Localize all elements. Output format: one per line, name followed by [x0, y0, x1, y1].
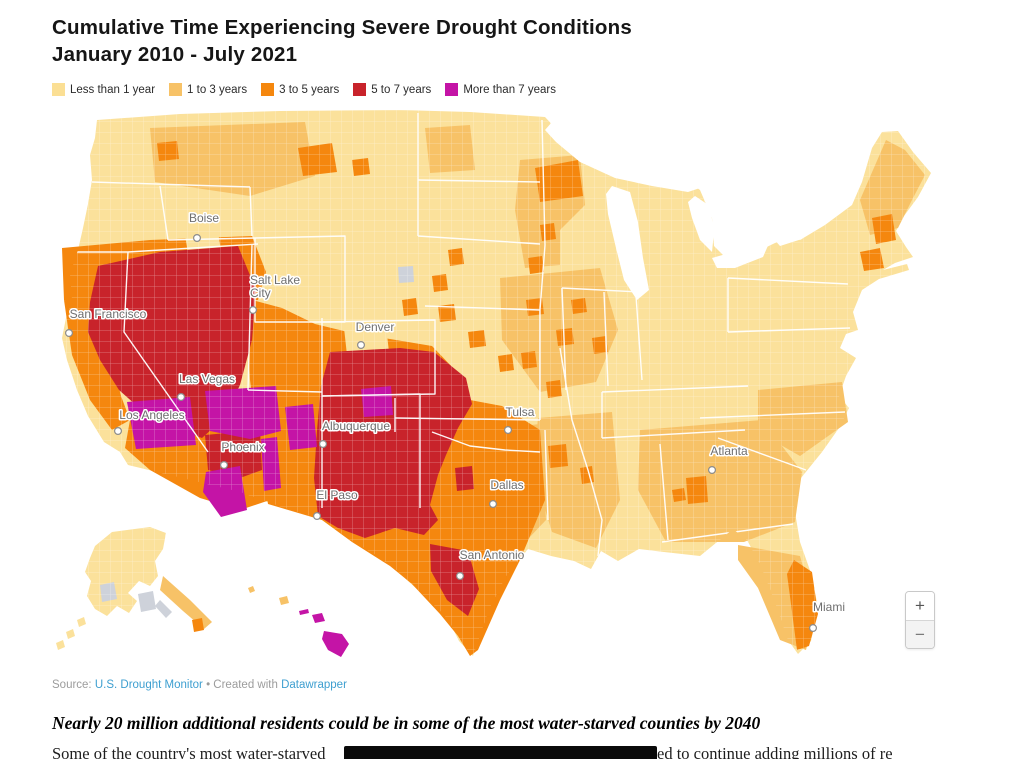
city-dot: [193, 234, 202, 243]
city-label: Tulsa: [506, 405, 535, 419]
source-prefix: Source:: [52, 679, 92, 691]
city-dot: [220, 461, 229, 470]
city-dot: [177, 393, 186, 402]
drought-region-y13: [279, 596, 289, 605]
drought-region-y7: [322, 631, 349, 657]
city-dot: [489, 500, 498, 509]
title-line-2: January 2010 - July 2021: [52, 43, 298, 66]
city-dot: [319, 440, 328, 449]
zoom-out-button[interactable]: −: [906, 620, 934, 648]
drought-region-y7: [299, 609, 309, 615]
zoom-in-button[interactable]: +: [906, 592, 934, 620]
city-label: Dallas: [490, 478, 523, 492]
map-zoom-controls: + −: [905, 591, 935, 649]
state-borders: [76, 113, 851, 557]
great-lake: [606, 186, 649, 300]
drought-region-y13: [160, 576, 212, 629]
city-marker: Boise: [187, 210, 221, 243]
legend-item: 1 to 3 years: [169, 83, 247, 96]
drought-region-nd: [155, 600, 172, 618]
source-link[interactable]: U.S. Drought Monitor: [94, 679, 203, 691]
legend-swatch: [169, 83, 183, 96]
legend-label: 1 to 3 years: [187, 83, 248, 96]
city-marker: San Francisco: [64, 306, 148, 338]
city-marker: Las Vegas: [177, 371, 237, 402]
legend-label: 3 to 5 years: [279, 83, 340, 96]
city-dot: [313, 511, 322, 520]
article-headline: Nearly 20 million additional residents c…: [52, 713, 761, 733]
legend-label: Less than 1 year: [70, 83, 156, 96]
city-dot: [456, 571, 465, 580]
city-marker: Dallas: [489, 477, 525, 509]
legend-item: Less than 1 year: [52, 83, 155, 96]
city-label: Boise: [189, 211, 219, 225]
legend-item: More than 7 years: [445, 83, 556, 96]
city-label: Albuquerque: [322, 419, 390, 433]
city-marker: Denver: [354, 319, 396, 350]
drought-region-y13: [248, 586, 255, 593]
great-lake: [688, 196, 714, 252]
city-dot: [504, 426, 513, 435]
redaction-bar: [344, 746, 657, 759]
city-dot: [808, 623, 817, 632]
legend-item: 5 to 7 years: [353, 83, 431, 96]
paragraph-text-before: Some of the country's most water-starved: [52, 744, 326, 759]
drought-region-y35: [192, 618, 204, 632]
page-title: Cumulative Time Experiencing Severe Drou…: [52, 14, 632, 68]
city-dot: [707, 466, 716, 475]
drought-region-y1: [56, 640, 65, 650]
source-separator: •: [206, 679, 211, 691]
city-label: Salt Lake: [250, 273, 300, 287]
created-with-text: Created with: [213, 679, 278, 691]
city-label: Miami: [813, 600, 845, 614]
title-line-1: Cumulative Time Experiencing Severe Drou…: [52, 16, 632, 39]
city-label: Phoenix: [221, 440, 264, 454]
city-label: El Paso: [316, 488, 358, 502]
city-marker: Miami: [808, 599, 847, 632]
city-dot: [249, 306, 258, 315]
source-line: Source: U.S. Drought Monitor • Created w…: [52, 679, 347, 691]
drought-region-y7: [312, 613, 325, 623]
city-label: Los Angeles: [119, 408, 184, 422]
city-dot: [113, 427, 122, 436]
great-lake: [545, 122, 700, 192]
city-marker: Phoenix: [220, 439, 266, 470]
paragraph-text-after: ed to continue adding millions of re: [657, 744, 893, 759]
city-marker: San Antonio: [456, 547, 526, 580]
city-marker: Albuquerque: [319, 418, 392, 449]
city-label: Denver: [356, 320, 395, 334]
city-dot: [64, 329, 73, 338]
city-label: San Antonio: [460, 548, 525, 562]
city-label: Atlanta: [710, 444, 748, 458]
legend-label: 5 to 7 years: [371, 83, 432, 96]
legend-swatch: [261, 83, 275, 96]
great-lake: [773, 221, 814, 246]
legend-swatch: [445, 83, 459, 96]
legend: Less than 1 year 1 to 3 years 3 to 5 years…: [52, 83, 556, 96]
city-label: San Francisco: [70, 307, 147, 321]
city-label: Las Vegas: [179, 372, 235, 386]
great-lake: [712, 241, 770, 268]
datawrapper-link[interactable]: Datawrapper: [281, 679, 347, 691]
legend-swatch: [52, 83, 65, 96]
article-paragraph: Some of the country's most water-starved…: [52, 744, 1012, 759]
legend-item: 3 to 5 years: [261, 83, 339, 96]
city-marker: El Paso: [313, 487, 360, 520]
city-label: City: [250, 286, 271, 300]
legend-swatch: [353, 83, 367, 96]
city-marker: Los Angeles: [113, 407, 186, 436]
city-dot: [357, 341, 366, 350]
city-marker: Atlanta: [707, 443, 750, 475]
city-marker: Tulsa: [504, 404, 536, 435]
drought-region-y1: [66, 629, 75, 639]
drought-region-nd: [138, 591, 156, 612]
drought-region-y1: [77, 617, 86, 627]
legend-label: More than 7 years: [463, 83, 556, 96]
